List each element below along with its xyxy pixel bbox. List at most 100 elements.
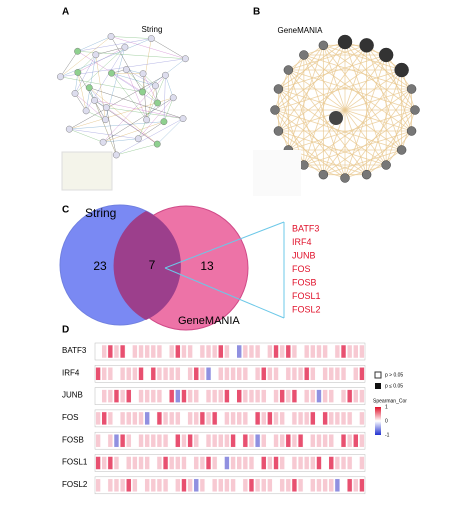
heatmap-cell <box>218 433 224 448</box>
heatmap-cell <box>310 367 316 381</box>
node <box>153 140 161 148</box>
heatmap-cell <box>205 433 212 448</box>
edge <box>138 97 174 139</box>
heatmap-cell <box>248 456 255 470</box>
edge <box>60 58 186 77</box>
heatmap-cell <box>193 411 199 426</box>
edge <box>74 54 96 94</box>
heatmap-cell <box>291 344 298 359</box>
heatmap-cell <box>297 478 304 493</box>
heatmap-cell <box>353 344 359 359</box>
edge <box>146 85 156 120</box>
edge <box>103 138 139 143</box>
node <box>65 125 73 133</box>
node <box>169 94 177 102</box>
edge <box>274 109 402 151</box>
heatmap-cell <box>95 433 101 448</box>
node <box>318 40 329 51</box>
edge <box>142 73 147 120</box>
heatmap-cell <box>181 456 187 470</box>
node <box>406 126 417 136</box>
edge <box>77 36 112 52</box>
heatmap-cell <box>291 411 298 426</box>
heatmap-cell <box>322 367 328 381</box>
heatmap-cell <box>107 389 114 403</box>
edge <box>77 54 96 73</box>
heatmap-cell <box>193 367 199 381</box>
heatmap-row <box>94 409 366 428</box>
heatmap-cell <box>119 367 126 381</box>
node <box>85 84 93 92</box>
heatmap-cell <box>119 389 126 403</box>
edge <box>74 93 87 111</box>
heatmap-cell <box>303 367 310 381</box>
heatmap-cell <box>107 367 114 381</box>
heatmap-cell <box>291 456 298 470</box>
node <box>179 115 187 122</box>
heatmap-cell <box>156 456 163 470</box>
venn-set-label: GeneMANIA <box>178 315 240 327</box>
heatmap-cell <box>261 389 267 403</box>
heatmap-cell <box>199 411 206 426</box>
heatmap-cell <box>107 433 114 448</box>
heatmap-cell <box>261 411 267 426</box>
heatmap-cell <box>248 478 255 493</box>
heatmap-cell <box>267 344 273 359</box>
gene-label: FOS <box>292 264 311 274</box>
heatmap-cell <box>242 433 249 448</box>
gene-label: IRF4 <box>292 237 312 247</box>
heatmap-cell <box>162 456 169 470</box>
heatmap-cell <box>273 367 279 381</box>
heatmap-cell <box>199 367 206 381</box>
node <box>102 104 110 111</box>
colorbar-tick: 0 <box>385 418 388 424</box>
node <box>160 118 168 126</box>
venn-count: 23 <box>93 259 107 273</box>
edge <box>288 149 367 176</box>
heatmap-cell <box>254 344 261 359</box>
gene-label: BATF3 <box>292 223 319 233</box>
heatmap-cell <box>101 367 107 381</box>
heatmap-cell <box>193 456 199 470</box>
callout-line <box>164 221 285 319</box>
edge <box>138 121 165 139</box>
node <box>270 105 280 115</box>
heatmap-cell <box>162 433 169 448</box>
heatmap-cell <box>205 389 212 403</box>
node <box>108 69 115 77</box>
heatmap-cell <box>322 344 328 359</box>
heatmap-cell <box>242 478 249 493</box>
heatmap-cell <box>211 456 218 470</box>
heatmap-cell <box>285 433 292 448</box>
heatmap-cell <box>273 344 279 359</box>
edge <box>85 54 97 111</box>
heatmap-cell <box>144 344 150 359</box>
heatmap-cell <box>316 389 322 403</box>
heatmap-cell <box>168 367 175 381</box>
row-label: FOSL2 <box>62 480 88 489</box>
edge <box>74 72 79 94</box>
legend-text: p ≤ 0.05 <box>385 383 403 389</box>
heatmap-cell <box>273 411 279 426</box>
heatmap-cell <box>144 389 150 403</box>
heatmap-cell <box>322 389 328 403</box>
heatmap-cell <box>346 389 353 403</box>
heatmap-cell <box>310 433 316 448</box>
heatmap-cell <box>168 456 175 470</box>
edge <box>89 87 107 108</box>
edge <box>323 45 402 151</box>
heatmap-cell <box>242 389 249 403</box>
node <box>361 169 372 180</box>
edge <box>74 47 126 94</box>
heatmap-cell <box>144 478 150 493</box>
heatmap-cell <box>297 367 304 381</box>
heatmap-cell <box>126 456 132 470</box>
edge <box>69 121 164 130</box>
row-label: FOS <box>62 413 78 422</box>
colorbar-tick: 1 <box>385 404 388 410</box>
heatmap-cell <box>181 433 187 448</box>
edge <box>60 51 78 77</box>
heatmap-cell <box>310 389 316 403</box>
heatmap-cell <box>224 389 230 403</box>
edge <box>111 73 158 104</box>
